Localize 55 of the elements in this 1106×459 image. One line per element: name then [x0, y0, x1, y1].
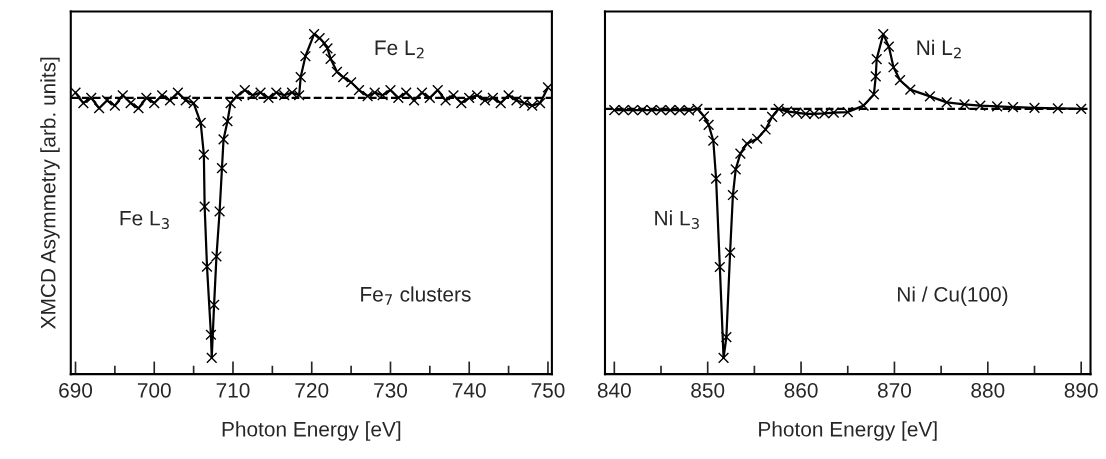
point [714, 261, 726, 273]
annotation: Ni / Cu(100) [898, 286, 1008, 306]
x-tick-label: 890 [1064, 382, 1098, 398]
point [871, 53, 883, 65]
x-tick-label: 840 [597, 382, 631, 398]
x-tick-label: 870 [877, 382, 911, 398]
annotation: Fe$_{7}$ clusters [361, 286, 471, 305]
point [894, 74, 906, 86]
x-tick-label: 740 [452, 382, 486, 398]
annotation: Ni L$_{2}$ [917, 39, 961, 59]
point [887, 61, 900, 73]
annotation: Fe L$_{2}$ [375, 40, 424, 59]
point [720, 331, 732, 343]
point [974, 100, 986, 112]
point [707, 135, 719, 147]
point [724, 246, 736, 259]
point [766, 111, 778, 123]
x-tick-label: 720 [295, 382, 329, 398]
point [868, 88, 880, 100]
y-axis-title: XMCD Asymmetry [arb. units] [40, 57, 60, 329]
point [1007, 101, 1019, 113]
x-tick-label: 710 [216, 382, 250, 398]
annotation: Fe L$_{3}$ [120, 211, 169, 229]
point [760, 123, 772, 136]
point [751, 133, 763, 145]
x-tick-label: 860 [784, 382, 818, 398]
x-tick-label: 880 [971, 382, 1005, 398]
point [718, 352, 730, 364]
point [877, 28, 889, 40]
point [904, 84, 916, 96]
x-tick-label: 750 [531, 382, 565, 398]
point [924, 90, 936, 102]
point [734, 148, 746, 160]
point [1028, 102, 1041, 114]
point [991, 100, 1003, 112]
point [703, 119, 715, 131]
point [730, 163, 742, 175]
point [941, 96, 953, 108]
x-axis-title: Photon Energy [eV] [759, 421, 937, 441]
point [870, 70, 882, 83]
x-tick-label: 730 [374, 382, 408, 398]
point [710, 173, 722, 185]
point [727, 189, 739, 201]
point [842, 106, 854, 118]
point [741, 138, 753, 150]
annotation: Ni L$_{3}$ [655, 210, 699, 229]
point [1052, 102, 1064, 114]
point [883, 41, 895, 53]
point [958, 98, 971, 110]
x-tick-label: 690 [59, 382, 93, 398]
point [1075, 103, 1087, 115]
x-tick-label: 700 [137, 382, 171, 398]
x-tick-label: 850 [691, 382, 725, 398]
x-axis-title: Photon Energy [eV] [222, 421, 401, 441]
point [698, 110, 710, 122]
